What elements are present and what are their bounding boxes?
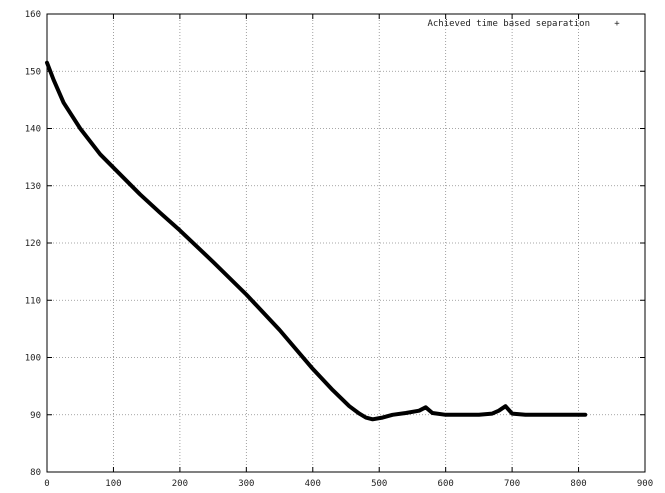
x-tick-label: 500 — [371, 479, 387, 489]
y-tick-label: 140 — [25, 125, 41, 135]
x-tick-label: 900 — [637, 479, 653, 489]
axis-ticks: 0 100 200 300 400 500 600 700 800 900 80 90 100 110 12… — [25, 10, 653, 489]
series-line — [45, 60, 588, 422]
grid-lines — [47, 14, 645, 472]
y-tick-label: 120 — [25, 239, 41, 249]
x-tick-label: 200 — [172, 479, 188, 489]
y-tick-label: 160 — [25, 10, 41, 20]
legend: Achieved time based separation + — [427, 19, 620, 29]
series-layer — [45, 60, 588, 422]
legend-marker: + — [614, 19, 620, 29]
y-tick-label: 110 — [25, 296, 41, 306]
y-tick-label: 100 — [25, 354, 41, 364]
y-tick-label: 90 — [30, 411, 41, 421]
legend-label: Achieved time based separation — [427, 19, 590, 29]
x-tick-label: 600 — [438, 479, 454, 489]
x-tick-label: 800 — [570, 479, 586, 489]
y-tick-label: 150 — [25, 67, 41, 77]
x-tick-label: 700 — [504, 479, 520, 489]
x-tick-label: 0 — [44, 479, 49, 489]
y-tick-label: 130 — [25, 182, 41, 192]
x-tick-label: 300 — [238, 479, 254, 489]
y-tick-label: 80 — [30, 468, 41, 478]
x-tick-label: 100 — [105, 479, 121, 489]
x-tick-label: 400 — [305, 479, 321, 489]
